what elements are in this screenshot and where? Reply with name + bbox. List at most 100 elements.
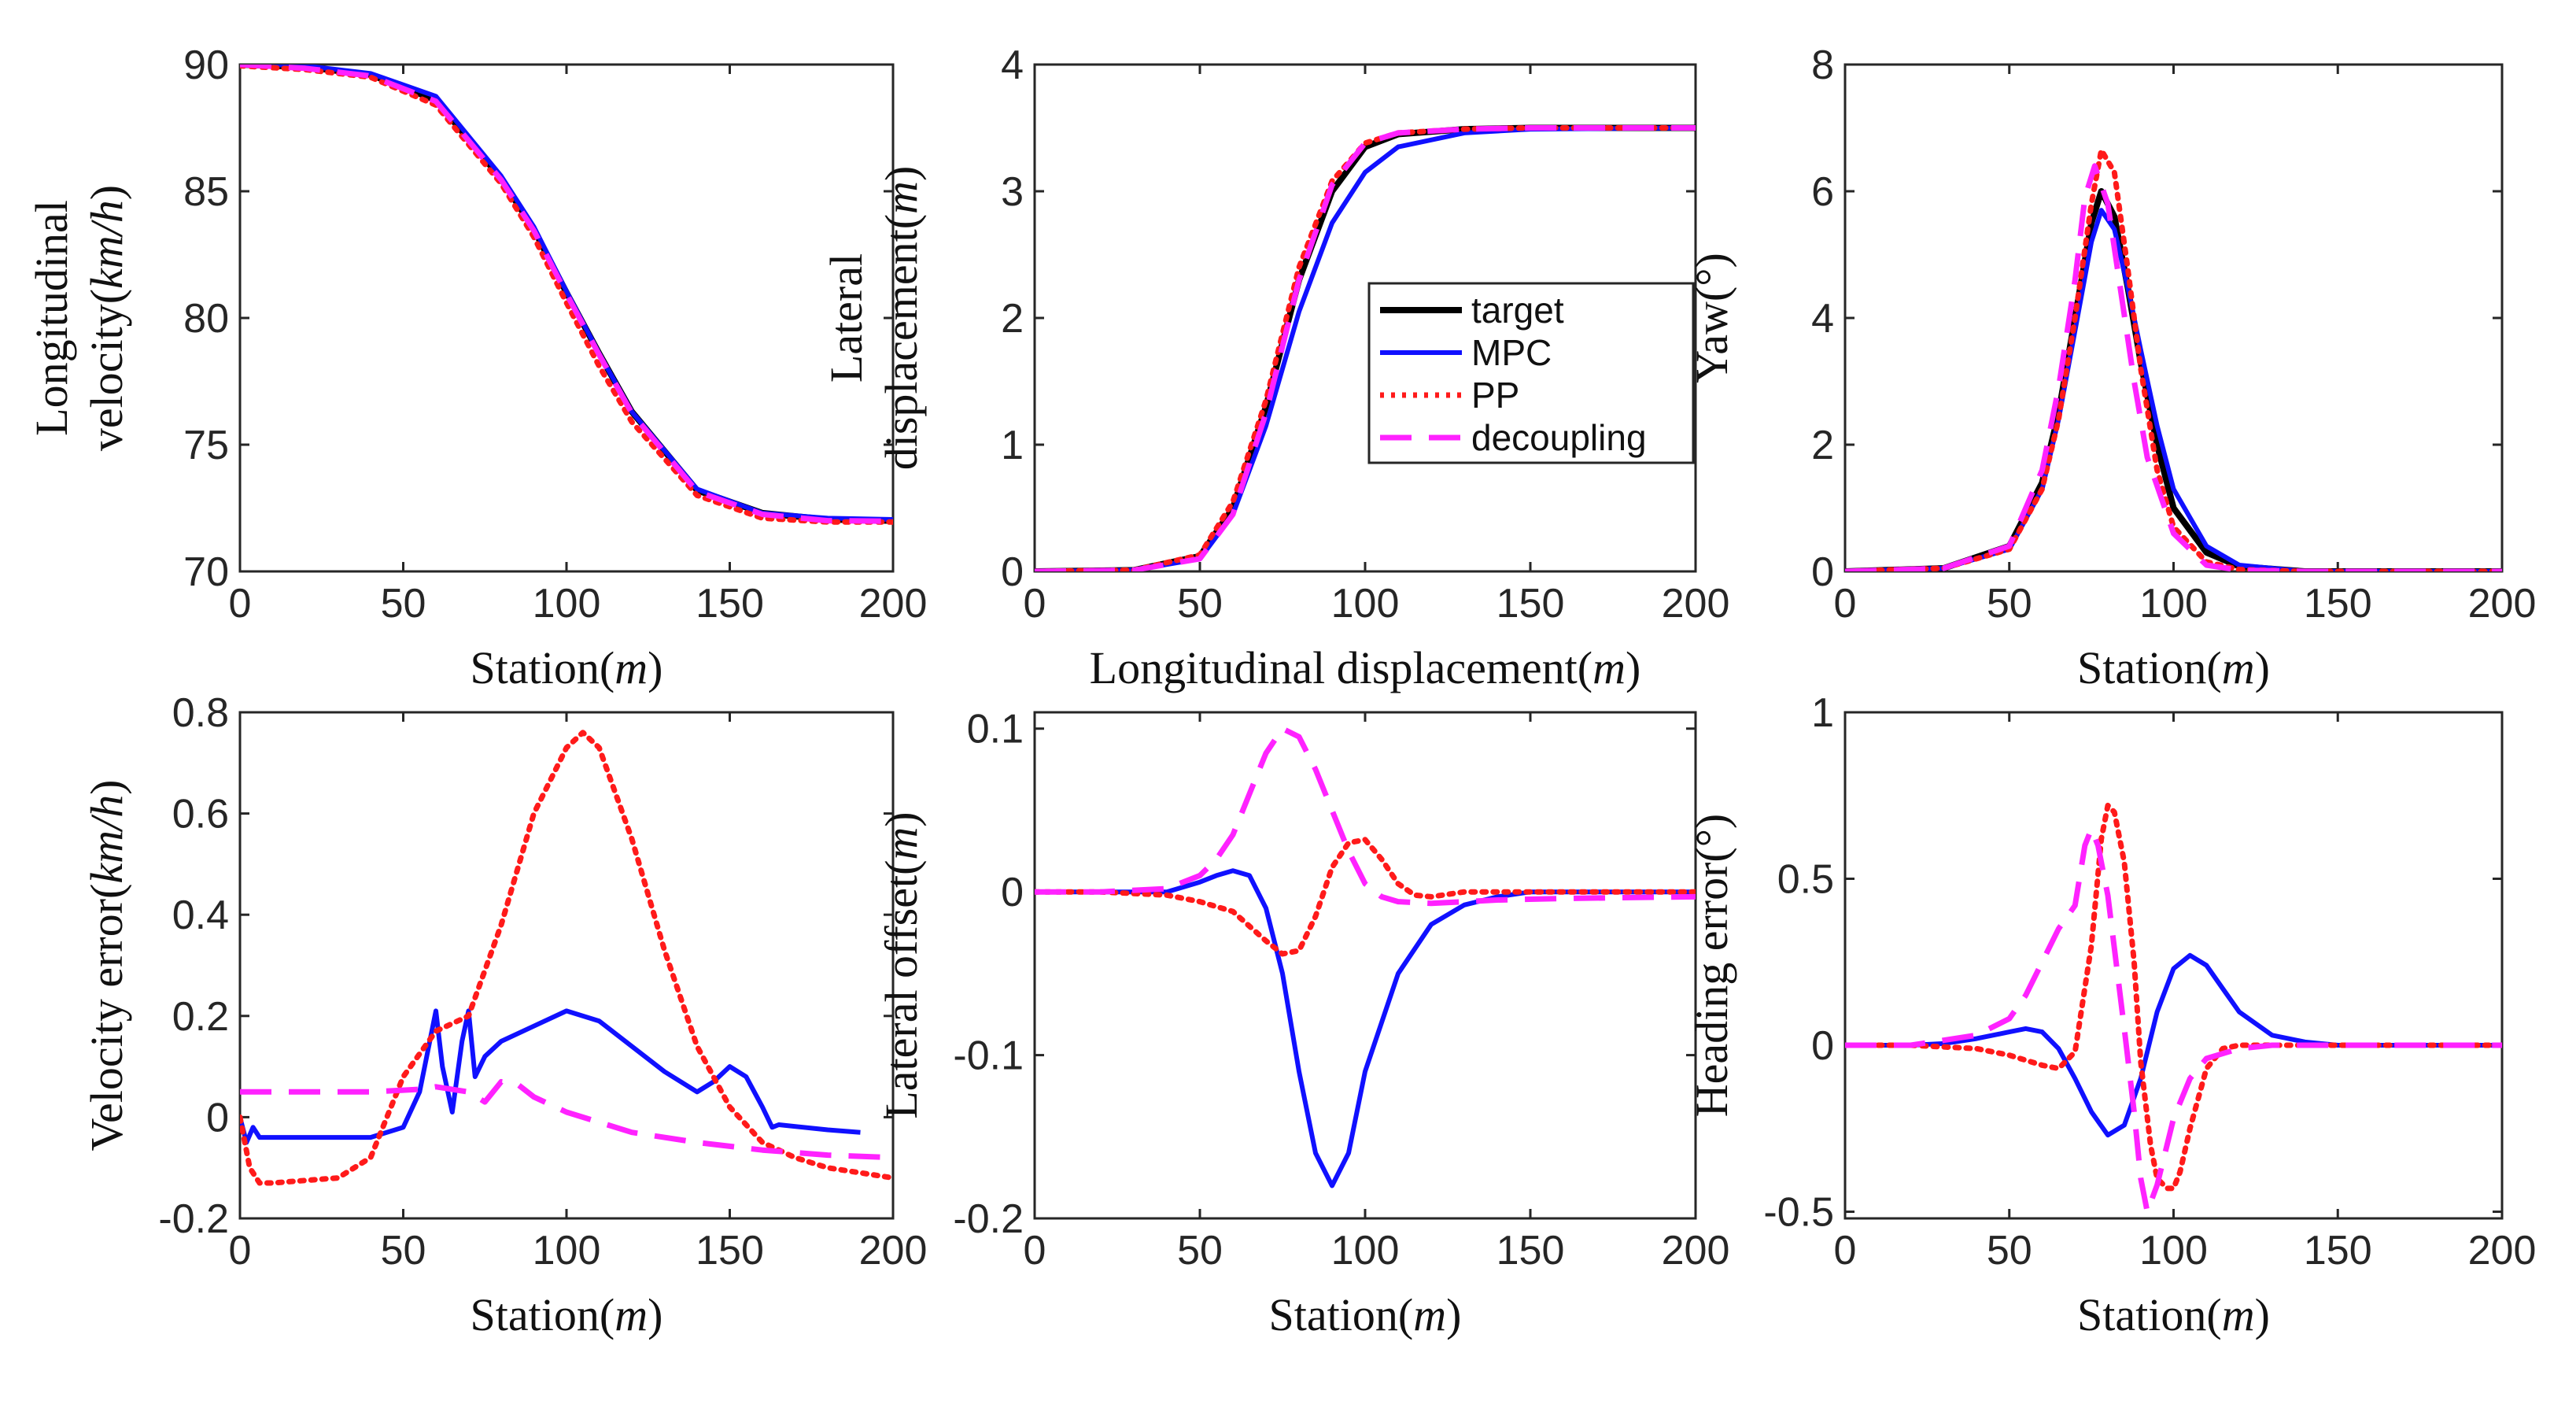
series-pp (240, 65, 893, 525)
y-tick-label: 0 (206, 1095, 229, 1140)
y-tick-label: 6 (1811, 169, 1834, 215)
x-tick-label: 50 (1177, 1228, 1223, 1273)
x-tick-label: 0 (1834, 1228, 1857, 1273)
panel-bottom-middle: 0 50 100 150 200 -0.2 -0.1 0 0.1 Station(m) Latera… (876, 707, 1729, 1340)
y-tick-label: 75 (183, 423, 229, 468)
series-pp (240, 730, 893, 1186)
y-tick-label: 0 (1811, 549, 1834, 595)
x-tick-label: 200 (859, 581, 928, 627)
x-tick-label: 200 (859, 1228, 928, 1273)
axes-frame (1843, 711, 2504, 1220)
series-mpc (240, 65, 893, 522)
y-tick-label: 0.4 (172, 893, 229, 938)
y-tick-label: 0.1 (967, 707, 1024, 752)
y-tick-label: 70 (183, 549, 229, 595)
series-pp (1845, 802, 2502, 1192)
legend-label-target: target (1471, 290, 1564, 331)
y-tick-label: 90 (183, 43, 229, 88)
x-tick-label: 150 (2304, 581, 2372, 627)
y-axis-label: Yaw(°) (1686, 253, 1737, 383)
x-tick-label: 0 (1024, 581, 1046, 627)
x-tick-label: 200 (2468, 581, 2537, 627)
x-tick-label: 0 (1024, 1228, 1046, 1273)
x-tick-label: 150 (1497, 1228, 1565, 1273)
series-mpc (240, 1008, 861, 1145)
x-tick-label: 50 (381, 581, 426, 627)
series-decoupling (1845, 163, 2502, 571)
x-tick-label: 0 (229, 1228, 252, 1273)
series-decoupling (1845, 826, 2502, 1214)
y-axis-label: velocity(km/h) (81, 185, 132, 451)
x-tick-label: 100 (2139, 581, 2208, 627)
axes-frame (1033, 711, 1697, 1220)
x-tick-label: 50 (1987, 1228, 2032, 1273)
panel-top-left: 0 50 100 150 200 70 75 80 85 90 Station(m) Longitud… (26, 43, 927, 693)
y-tick-label: 8 (1811, 43, 1834, 88)
x-axis-label: Station(m) (471, 1289, 663, 1340)
y-axis-label: Heading error(°) (1686, 814, 1737, 1118)
x-tick-label: 150 (696, 581, 764, 627)
y-tick-label: 4 (1001, 43, 1024, 88)
y-tick-label: 1 (1001, 423, 1024, 468)
series-mpc (1845, 208, 2502, 571)
y-axis-label: Lateral (821, 253, 872, 383)
y-tick-label: 2 (1811, 423, 1834, 468)
y-tick-label: -0.5 (1763, 1190, 1834, 1236)
y-axis-label: Velocity error(km/h) (81, 780, 132, 1151)
y-tick-label: -0.2 (158, 1196, 229, 1242)
x-axis-label: Station(m) (2077, 642, 2270, 693)
y-tick-label: 0.8 (172, 690, 229, 736)
x-tick-label: 200 (1662, 1228, 1730, 1273)
x-tick-label: 100 (1331, 581, 1400, 627)
x-axis-label: Station(m) (2077, 1289, 2270, 1340)
y-axis-label: displacement(m) (876, 166, 927, 471)
x-tick-label: 50 (1987, 581, 2032, 627)
panel-top-right: 0 50 100 150 200 0 2 4 6 8 Station(m) Yaw(°) (1686, 43, 2536, 693)
legend-label-pp: PP (1471, 375, 1519, 416)
series-decoupling (1035, 726, 1696, 907)
y-tick-label: 80 (183, 296, 229, 342)
y-tick-label: 0.5 (1777, 857, 1834, 903)
x-tick-label: 100 (533, 1228, 601, 1273)
series-pp (1035, 125, 1696, 571)
panel-bottom-left: 0 50 100 150 200-0.200.20.40.60.8Station(m)V… (81, 690, 927, 1340)
y-tick-label: -0.1 (953, 1033, 1024, 1079)
y-tick-label: 4 (1811, 296, 1834, 342)
y-tick-label: 85 (183, 169, 229, 215)
panel-top-middle: 0 50 100 150 200 0 1 2 3 4 Longitudinal displaceme… (821, 43, 1729, 693)
x-tick-label: 100 (533, 581, 601, 627)
x-tick-label: 100 (2139, 1228, 2208, 1273)
y-tick-label: 1 (1811, 690, 1834, 736)
y-tick-label: 0.2 (172, 994, 229, 1040)
legend-label-decoupling: decoupling (1471, 417, 1647, 458)
axes-frame (238, 63, 895, 573)
x-tick-label: 150 (2304, 1228, 2372, 1273)
series-pp (1035, 837, 1696, 957)
legend-label-mpc: MPC (1471, 332, 1552, 373)
series-decoupling (1035, 125, 1696, 571)
x-tick-label: 50 (381, 1228, 426, 1273)
axes-frame (238, 711, 895, 1220)
y-tick-label: 0 (1001, 549, 1024, 595)
y-tick-label: -0.2 (953, 1196, 1024, 1242)
x-tick-label: 150 (696, 1228, 764, 1273)
x-tick-label: 0 (1834, 581, 1857, 627)
x-tick-label: 200 (2468, 1228, 2537, 1273)
y-tick-label: 0 (1001, 870, 1024, 915)
x-axis-label: Station(m) (471, 642, 663, 693)
x-tick-label: 150 (1497, 581, 1565, 627)
series-mpc (1035, 868, 1696, 1188)
y-axis-label: Longitudinal (26, 200, 77, 436)
series-mpc (1845, 952, 2502, 1138)
x-axis-label: Longitudinal displacement(m) (1090, 642, 1641, 693)
y-axis-label: Lateral offset(m) (876, 811, 927, 1118)
series-decoupling (240, 65, 893, 524)
y-tick-label: 0.6 (172, 792, 229, 837)
x-tick-label: 50 (1177, 581, 1223, 627)
axes-frame (1843, 63, 2504, 573)
x-axis-label: Station(m) (1269, 1289, 1462, 1340)
x-tick-label: 0 (229, 581, 252, 627)
